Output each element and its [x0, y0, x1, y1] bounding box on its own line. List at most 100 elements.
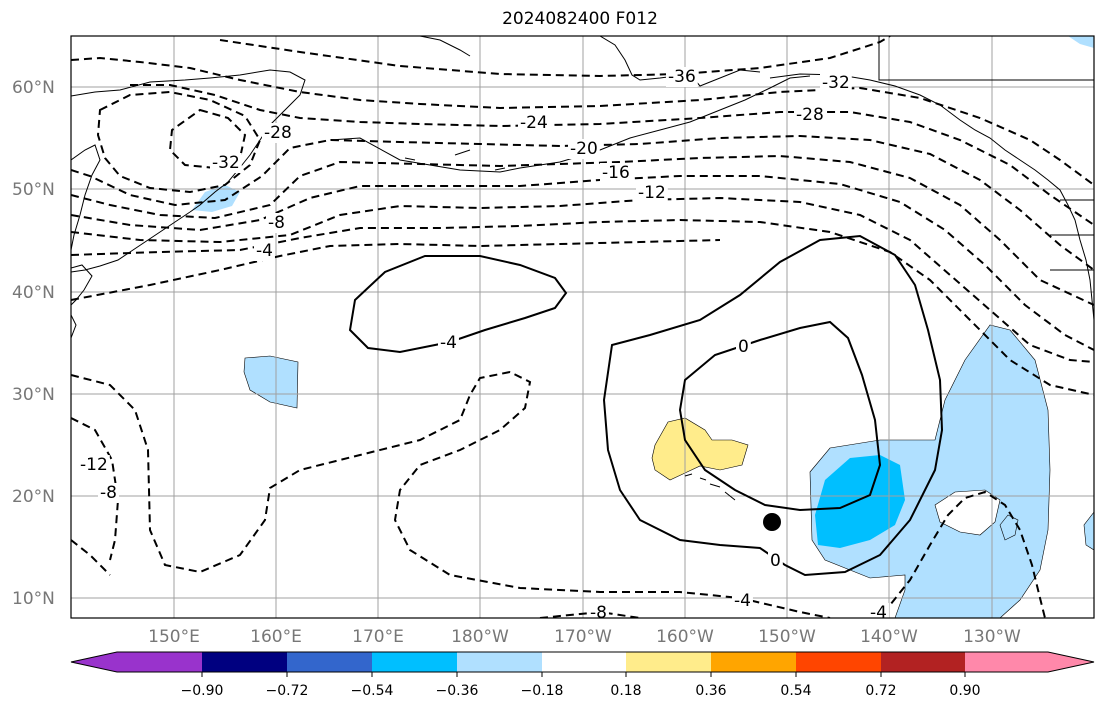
contour-label: -4 — [256, 241, 273, 261]
contour-label-background — [254, 241, 275, 261]
coast-chukotka — [419, 36, 471, 57]
lon-label: 150°W — [758, 627, 816, 647]
contour-label: -12 — [80, 455, 108, 475]
contours-solid — [348, 234, 944, 577]
contour-zero-west — [348, 255, 568, 354]
contour-label-background — [262, 123, 294, 143]
colorbar-segment — [457, 652, 542, 672]
contour-label-background — [666, 67, 698, 87]
colorbar-tick-label: 0.72 — [865, 683, 896, 699]
colorbar-segment — [796, 652, 881, 672]
contour-label: -20 — [570, 139, 598, 159]
border-alaska-canada — [878, 36, 1094, 81]
light-blue-region-northwest — [192, 185, 240, 212]
colorbar: −0.90 −0.72 −0.54 −0.36 −0.18 0.18 0.36 … — [70, 651, 1095, 699]
contour-label: -16 — [602, 163, 630, 183]
contour-label-background — [78, 455, 110, 475]
contour-minus-4 — [71, 239, 721, 301]
contour-label: -4 — [734, 591, 751, 611]
light-blue-corner-ne — [1068, 36, 1094, 48]
contour-label: -8 — [100, 483, 117, 503]
contour-label-background — [820, 73, 852, 93]
coast-kuril-chain — [71, 211, 191, 273]
contour-label-background — [768, 551, 783, 571]
contour-minus-16 — [71, 175, 1094, 351]
yellow-region — [651, 417, 749, 481]
contour-label: -8 — [268, 213, 285, 233]
lat-label: 10°N — [12, 589, 55, 609]
lat-label: 20°N — [12, 487, 55, 507]
contour-label: -28 — [264, 123, 292, 143]
coast-hokkaido — [71, 264, 93, 306]
lat-label: 60°N — [12, 78, 55, 98]
lon-label: 170°E — [352, 627, 404, 647]
colorbar-segment — [626, 652, 711, 672]
contour-label-background — [732, 591, 753, 611]
contour-label: -8 — [590, 603, 607, 623]
contour-minus-8-bottom — [539, 610, 641, 618]
contour-label-background — [518, 113, 550, 133]
colorbar-outline — [70, 651, 1095, 673]
colorbar-tick-label: 0.54 — [780, 683, 811, 699]
colorbar-segment — [202, 652, 287, 672]
contours-dashed — [71, 36, 1094, 618]
lat-label: 40°N — [12, 283, 55, 303]
colorbar-extend-high — [1048, 652, 1094, 672]
contour-label: -4 — [440, 333, 457, 353]
contour-minus-12-sw — [71, 539, 111, 576]
light-blue-edge-right — [1083, 511, 1094, 551]
contour-label-background — [438, 333, 459, 353]
coast-kamchatka-siberia — [71, 69, 306, 213]
coastlines — [71, 36, 1094, 501]
deep-blue-region — [815, 455, 905, 548]
contour-label: -28 — [796, 105, 824, 125]
contour-label: 0 — [770, 551, 781, 571]
contour-label: 0 — [738, 337, 749, 357]
colorbar-segment — [965, 652, 1048, 672]
contour-label-background — [600, 163, 632, 183]
colorbar-tick-label: −0.54 — [351, 683, 394, 699]
white-hole-east — [934, 489, 1001, 536]
contour-minus-8 — [71, 218, 1094, 396]
coast-okhotsk-west — [71, 144, 101, 251]
contour-label-background — [568, 139, 600, 159]
contour-minus-4-south — [71, 370, 831, 618]
chart-title: 2024082400 F012 — [502, 9, 658, 29]
contour-label: -4 — [870, 603, 887, 623]
longitude-labels: 150°E 160°E 170°E 180°W 170°W 160°W 150°… — [148, 627, 1021, 647]
contour-label: -12 — [638, 183, 666, 203]
colorbar-tick-label: −0.90 — [181, 683, 224, 699]
contour-label-background — [210, 153, 242, 173]
light-blue-spot-east — [999, 514, 1019, 541]
colorbar-tick-label: 0.90 — [949, 683, 980, 699]
coast-alaska-gulf — [769, 73, 1094, 321]
contour-label-background — [736, 337, 751, 357]
contour-minus-32-outer — [71, 56, 1094, 186]
coast-alaska-west — [599, 36, 761, 87]
colorbar-tick-label: −0.36 — [436, 683, 479, 699]
contour-minus-28 — [130, 84, 1094, 226]
colorbar-tick-label: 0.36 — [695, 683, 726, 699]
shaded-fields — [192, 36, 1094, 618]
storm-center-marker — [763, 513, 781, 531]
colorbar-segment — [542, 652, 626, 672]
map-frame — [70, 35, 1095, 619]
lon-label: 140°W — [860, 627, 918, 647]
coast-japan — [71, 314, 77, 339]
colorbar-tick-label: −0.18 — [521, 683, 564, 699]
contour-label-background — [266, 213, 287, 233]
colorbar-segment — [117, 652, 202, 672]
contour-label-background — [98, 483, 119, 503]
lon-label: 150°E — [148, 627, 200, 647]
border-us-canada — [1050, 199, 1094, 271]
contour-label-background — [636, 183, 668, 203]
colorbar-segment — [881, 652, 965, 672]
colorbar-tick-label: 0.18 — [610, 683, 641, 699]
contour-label: -24 — [520, 113, 548, 133]
lon-label: 180°W — [451, 627, 509, 647]
lon-label: 130°W — [963, 627, 1021, 647]
colorbar-segment — [711, 652, 796, 672]
contour-minus-8-south — [71, 417, 120, 561]
colorbar-ticks — [201, 672, 966, 677]
